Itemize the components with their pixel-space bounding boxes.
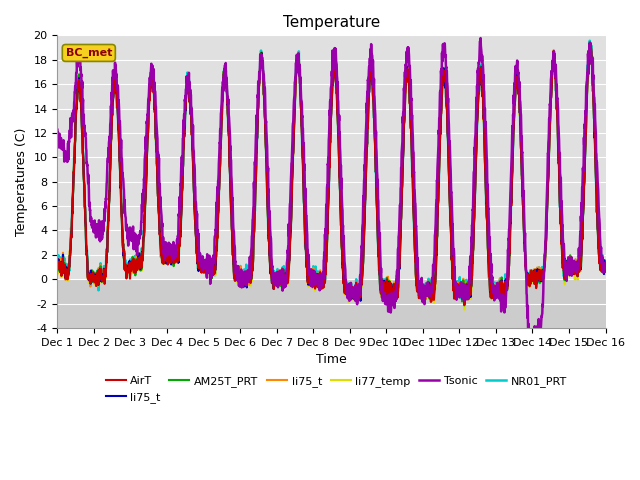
Title: Temperature: Temperature <box>283 15 380 30</box>
Legend: AirT, li75_t, AM25T_PRT, li75_t, li77_temp, Tsonic, NR01_PRT: AirT, li75_t, AM25T_PRT, li75_t, li77_te… <box>101 372 572 407</box>
Y-axis label: Temperatures (C): Temperatures (C) <box>15 128 28 236</box>
Bar <box>58 279 605 328</box>
X-axis label: Time: Time <box>316 353 347 366</box>
Text: BC_met: BC_met <box>66 48 112 58</box>
